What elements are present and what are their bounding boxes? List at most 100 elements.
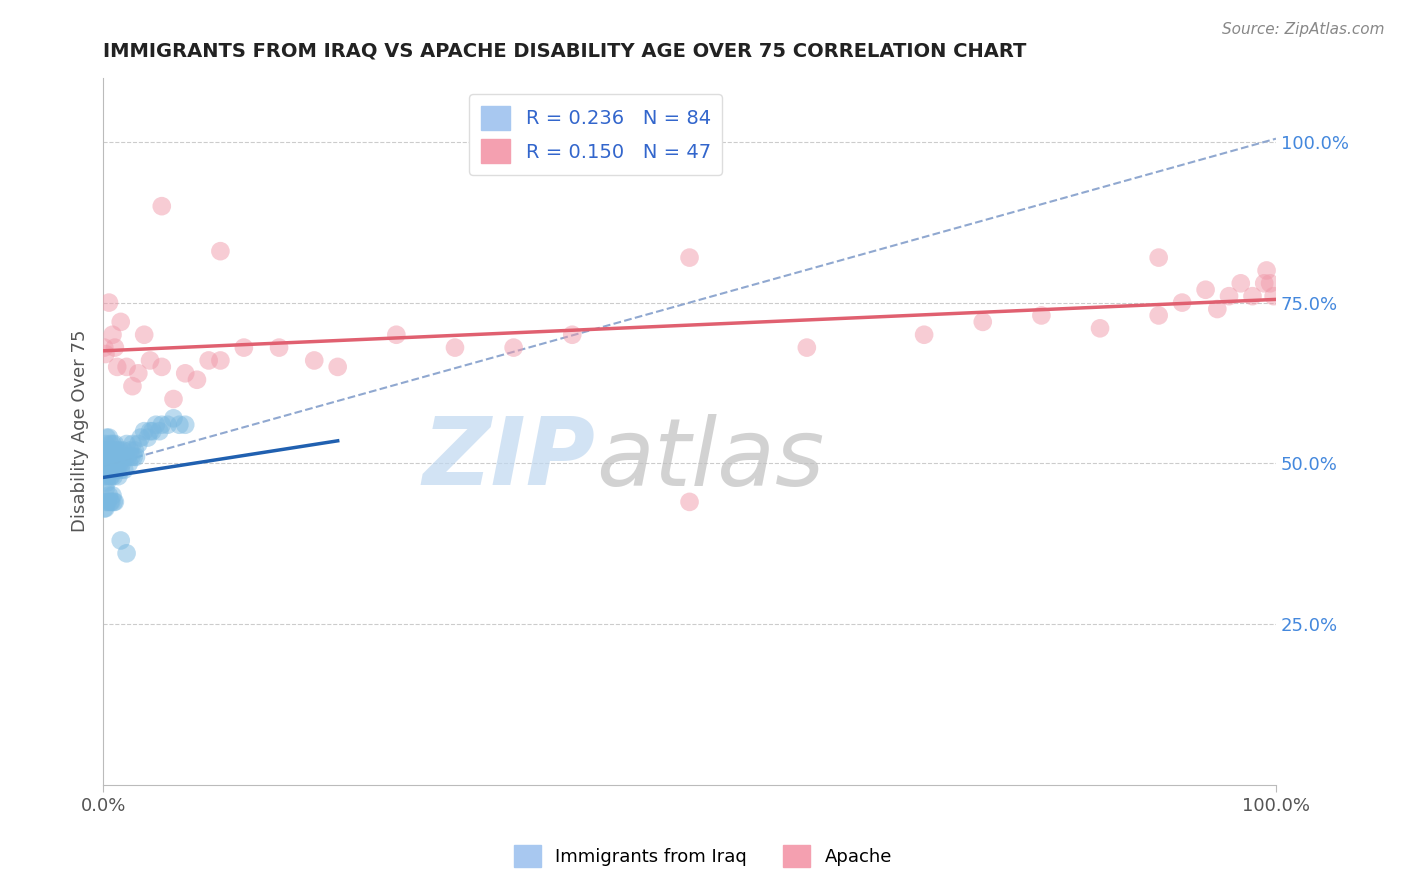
Point [114,450,136,464]
Point [94,437,117,451]
Point [101,327,124,342]
Point [104,463,127,477]
Point [115,546,138,560]
Point [111,456,134,470]
Point [1218,289,1240,303]
Point [120,443,142,458]
Point [197,353,219,368]
Point [101,463,124,477]
Point [103,443,125,458]
Point [110,450,132,464]
Point [107,450,129,464]
Point [108,456,131,470]
Point [162,392,184,406]
Point [97,443,120,458]
Point [502,341,524,355]
Point [103,456,125,470]
Point [94,456,117,470]
Point [134,424,156,438]
Point [121,437,143,451]
Point [1256,263,1278,277]
Point [1194,283,1216,297]
Point [134,327,156,342]
Point [101,488,124,502]
Point [97,450,120,464]
Point [110,315,132,329]
Point [118,456,141,470]
Point [302,353,325,368]
Point [150,359,173,374]
Point [1031,309,1053,323]
Point [93,341,115,355]
Point [107,469,129,483]
Point [98,295,121,310]
Point [972,315,994,329]
Point [94,463,117,477]
Point [129,431,152,445]
Point [105,450,128,464]
Point [139,353,162,368]
Point [145,417,167,432]
Point [115,437,138,451]
Point [127,367,149,381]
Point [104,450,127,464]
Text: Source: ZipAtlas.com: Source: ZipAtlas.com [1222,22,1385,37]
Point [125,450,148,464]
Point [98,463,121,477]
Point [678,495,700,509]
Point [678,251,700,265]
Point [96,443,118,458]
Point [101,450,124,464]
Point [444,341,467,355]
Point [150,199,173,213]
Point [209,353,232,368]
Point [98,450,121,464]
Point [232,341,254,355]
Point [174,417,197,432]
Y-axis label: Disability Age Over 75: Disability Age Over 75 [72,330,89,533]
Point [100,495,122,509]
Point [124,443,146,458]
Point [93,443,115,458]
Point [117,450,139,464]
Point [120,450,142,464]
Point [96,495,118,509]
Point [150,417,173,432]
Point [162,411,184,425]
Point [122,450,145,464]
Text: IMMIGRANTS FROM IRAQ VS APACHE DISABILITY AGE OVER 75 CORRELATION CHART: IMMIGRANTS FROM IRAQ VS APACHE DISABILIT… [103,42,1026,61]
Point [1258,277,1281,291]
Point [98,495,121,509]
Point [101,437,124,451]
Point [104,437,127,451]
Point [148,424,170,438]
Point [98,443,121,458]
Point [796,341,818,355]
Text: atlas: atlas [596,414,824,505]
Point [93,501,115,516]
Point [209,244,232,259]
Point [94,482,117,496]
Point [1171,295,1194,310]
Point [174,367,197,381]
Point [1229,277,1251,291]
Point [110,463,132,477]
Point [98,488,121,502]
Point [1088,321,1111,335]
Point [141,424,163,438]
Point [561,327,583,342]
Point [96,475,118,490]
Point [1263,289,1285,303]
Point [121,379,143,393]
Point [96,463,118,477]
Point [156,417,179,432]
Point [103,495,125,509]
Point [108,443,131,458]
Point [115,359,138,374]
Point [385,327,408,342]
Point [105,463,128,477]
Point [127,437,149,451]
Point [97,469,120,483]
Point [110,533,132,548]
Point [103,469,125,483]
